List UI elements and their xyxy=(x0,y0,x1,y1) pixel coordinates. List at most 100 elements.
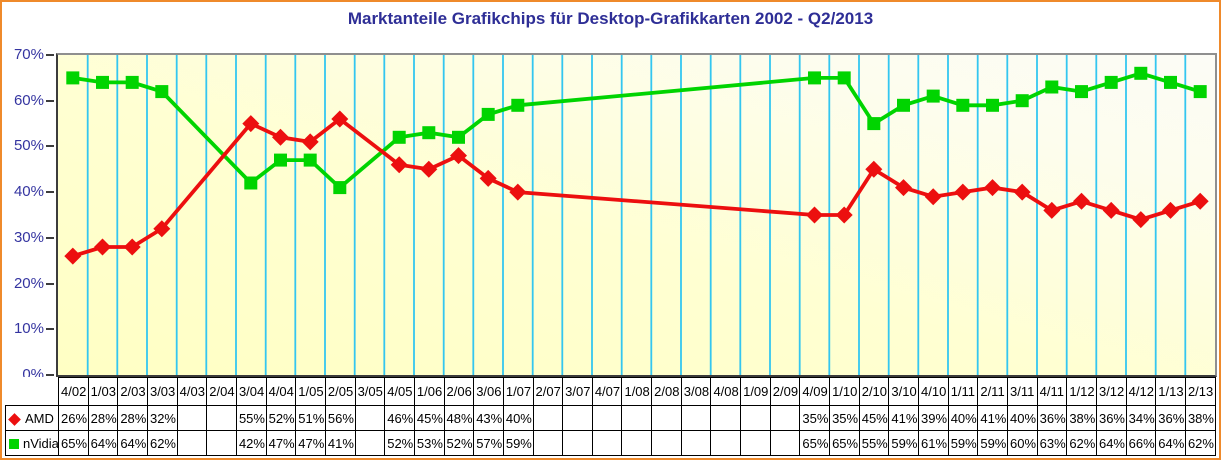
y-axis-label: 20% xyxy=(13,275,44,292)
column-header: 2/13 xyxy=(1184,377,1216,406)
nvidia-marker-icon xyxy=(511,98,525,112)
table-cell: 41% xyxy=(888,405,920,431)
table-cell xyxy=(621,405,653,431)
amd-marker-icon xyxy=(835,206,853,224)
y-axis-label: 30% xyxy=(13,229,44,246)
table-cell: 62% xyxy=(146,430,178,456)
amd-marker-icon xyxy=(1043,201,1061,219)
y-axis-tick xyxy=(46,191,54,193)
nvidia-marker-icon xyxy=(452,130,465,144)
y-axis-label: 40% xyxy=(13,183,44,200)
column-header: 4/11 xyxy=(1036,377,1068,406)
table-cell: 35% xyxy=(799,405,831,431)
table-cell xyxy=(680,430,712,456)
table-cell: 26% xyxy=(58,405,89,431)
table-cell: 41% xyxy=(977,405,1008,431)
column-header: 2/04 xyxy=(206,377,237,406)
amd-marker-icon xyxy=(1073,192,1090,210)
nvidia-marker-icon xyxy=(867,117,881,131)
data-table: 4/02 1/03 2/03 3/03 4/03 2/04 3/04 4/04 1/05 2/05… xyxy=(5,377,1216,456)
table-cell xyxy=(710,405,742,431)
amd-marker-icon xyxy=(272,128,289,146)
table-cell: 56% xyxy=(324,405,356,431)
table-cell xyxy=(562,405,593,431)
amd-marker-icon xyxy=(390,156,408,174)
line-chart-canvas xyxy=(64,55,1209,375)
column-header: 1/05 xyxy=(295,377,326,406)
nvidia-marker-icon xyxy=(1045,80,1059,94)
table-cell xyxy=(206,405,237,431)
column-header: 2/06 xyxy=(443,377,475,406)
table-cell: 43% xyxy=(473,405,504,431)
table-cell: 59% xyxy=(947,430,979,456)
column-header: 1/09 xyxy=(740,377,771,406)
nvidia-marker-icon xyxy=(1193,85,1207,99)
table-cell: 36% xyxy=(1036,405,1068,431)
amd-marker-icon xyxy=(479,169,497,187)
column-header: 1/06 xyxy=(413,377,445,406)
table-cell: 61% xyxy=(918,430,949,456)
nvidia-marker-icon xyxy=(956,98,970,112)
y-axis-tick xyxy=(46,374,54,376)
table-corner-cell xyxy=(5,377,59,406)
column-header: 4/09 xyxy=(799,377,831,406)
nvidia-marker-icon xyxy=(1104,75,1118,89)
column-header: 4/10 xyxy=(918,377,949,406)
column-header: 3/04 xyxy=(235,377,267,406)
amd-marker-icon xyxy=(420,160,438,178)
table-cell xyxy=(206,430,237,456)
table-cell xyxy=(651,405,682,431)
table-cell: 40% xyxy=(1007,405,1038,431)
table-cell: 59% xyxy=(502,430,534,456)
table-cell: 36% xyxy=(1095,405,1127,431)
nvidia-marker-icon xyxy=(303,153,317,167)
table-cell: 55% xyxy=(235,405,267,431)
column-header: 1/11 xyxy=(947,377,979,406)
amd-marker-icon xyxy=(1013,183,1031,201)
table-cell: 41% xyxy=(324,430,356,456)
table-cell: 64% xyxy=(117,430,148,456)
y-axis-label: 10% xyxy=(13,320,44,337)
nvidia-marker-icon xyxy=(926,89,940,103)
table-cell: 38% xyxy=(1066,405,1097,431)
series-line-amd xyxy=(72,116,1201,258)
nvidia-marker-icon xyxy=(481,107,495,121)
column-header: 3/05 xyxy=(354,377,386,406)
table-cell: 60% xyxy=(1007,430,1038,456)
nvidia-marker-icon xyxy=(808,71,821,85)
table-cell: 59% xyxy=(977,430,1008,456)
amd-marker-icon xyxy=(331,110,349,128)
column-header: 3/06 xyxy=(473,377,504,406)
table-cell xyxy=(562,430,593,456)
table-cell: 57% xyxy=(473,430,504,456)
column-header: 1/07 xyxy=(502,377,534,406)
table-cell: 52% xyxy=(384,430,415,456)
table-cell: 32% xyxy=(146,405,178,431)
table-cell xyxy=(769,430,801,456)
amd-marker-icon xyxy=(954,183,972,201)
table-cell xyxy=(651,430,682,456)
table-cell xyxy=(532,405,564,431)
table-cell: 65% xyxy=(799,430,831,456)
amd-marker-icon xyxy=(64,247,82,265)
y-axis-label: 50% xyxy=(13,137,44,154)
table-cell: 38% xyxy=(1184,405,1216,431)
table-cell xyxy=(621,430,653,456)
column-header: 2/10 xyxy=(858,377,890,406)
amd-marker-icon xyxy=(1162,201,1179,219)
nvidia-marker-icon xyxy=(274,153,287,167)
amd-marker-icon xyxy=(94,238,111,256)
nvidia-marker-icon xyxy=(837,71,851,85)
nvidia-marker-icon xyxy=(155,85,169,99)
column-header: 3/07 xyxy=(562,377,593,406)
column-header: 4/03 xyxy=(176,377,208,406)
column-header: 3/10 xyxy=(888,377,920,406)
table-cell: 36% xyxy=(1155,405,1186,431)
amd-marker-icon xyxy=(924,188,942,206)
column-header: 2/03 xyxy=(117,377,148,406)
column-header: 4/08 xyxy=(710,377,742,406)
amd-marker-icon xyxy=(1191,192,1209,210)
y-axis-tick xyxy=(46,237,54,239)
table-cell: 51% xyxy=(295,405,326,431)
column-header: 3/08 xyxy=(680,377,712,406)
